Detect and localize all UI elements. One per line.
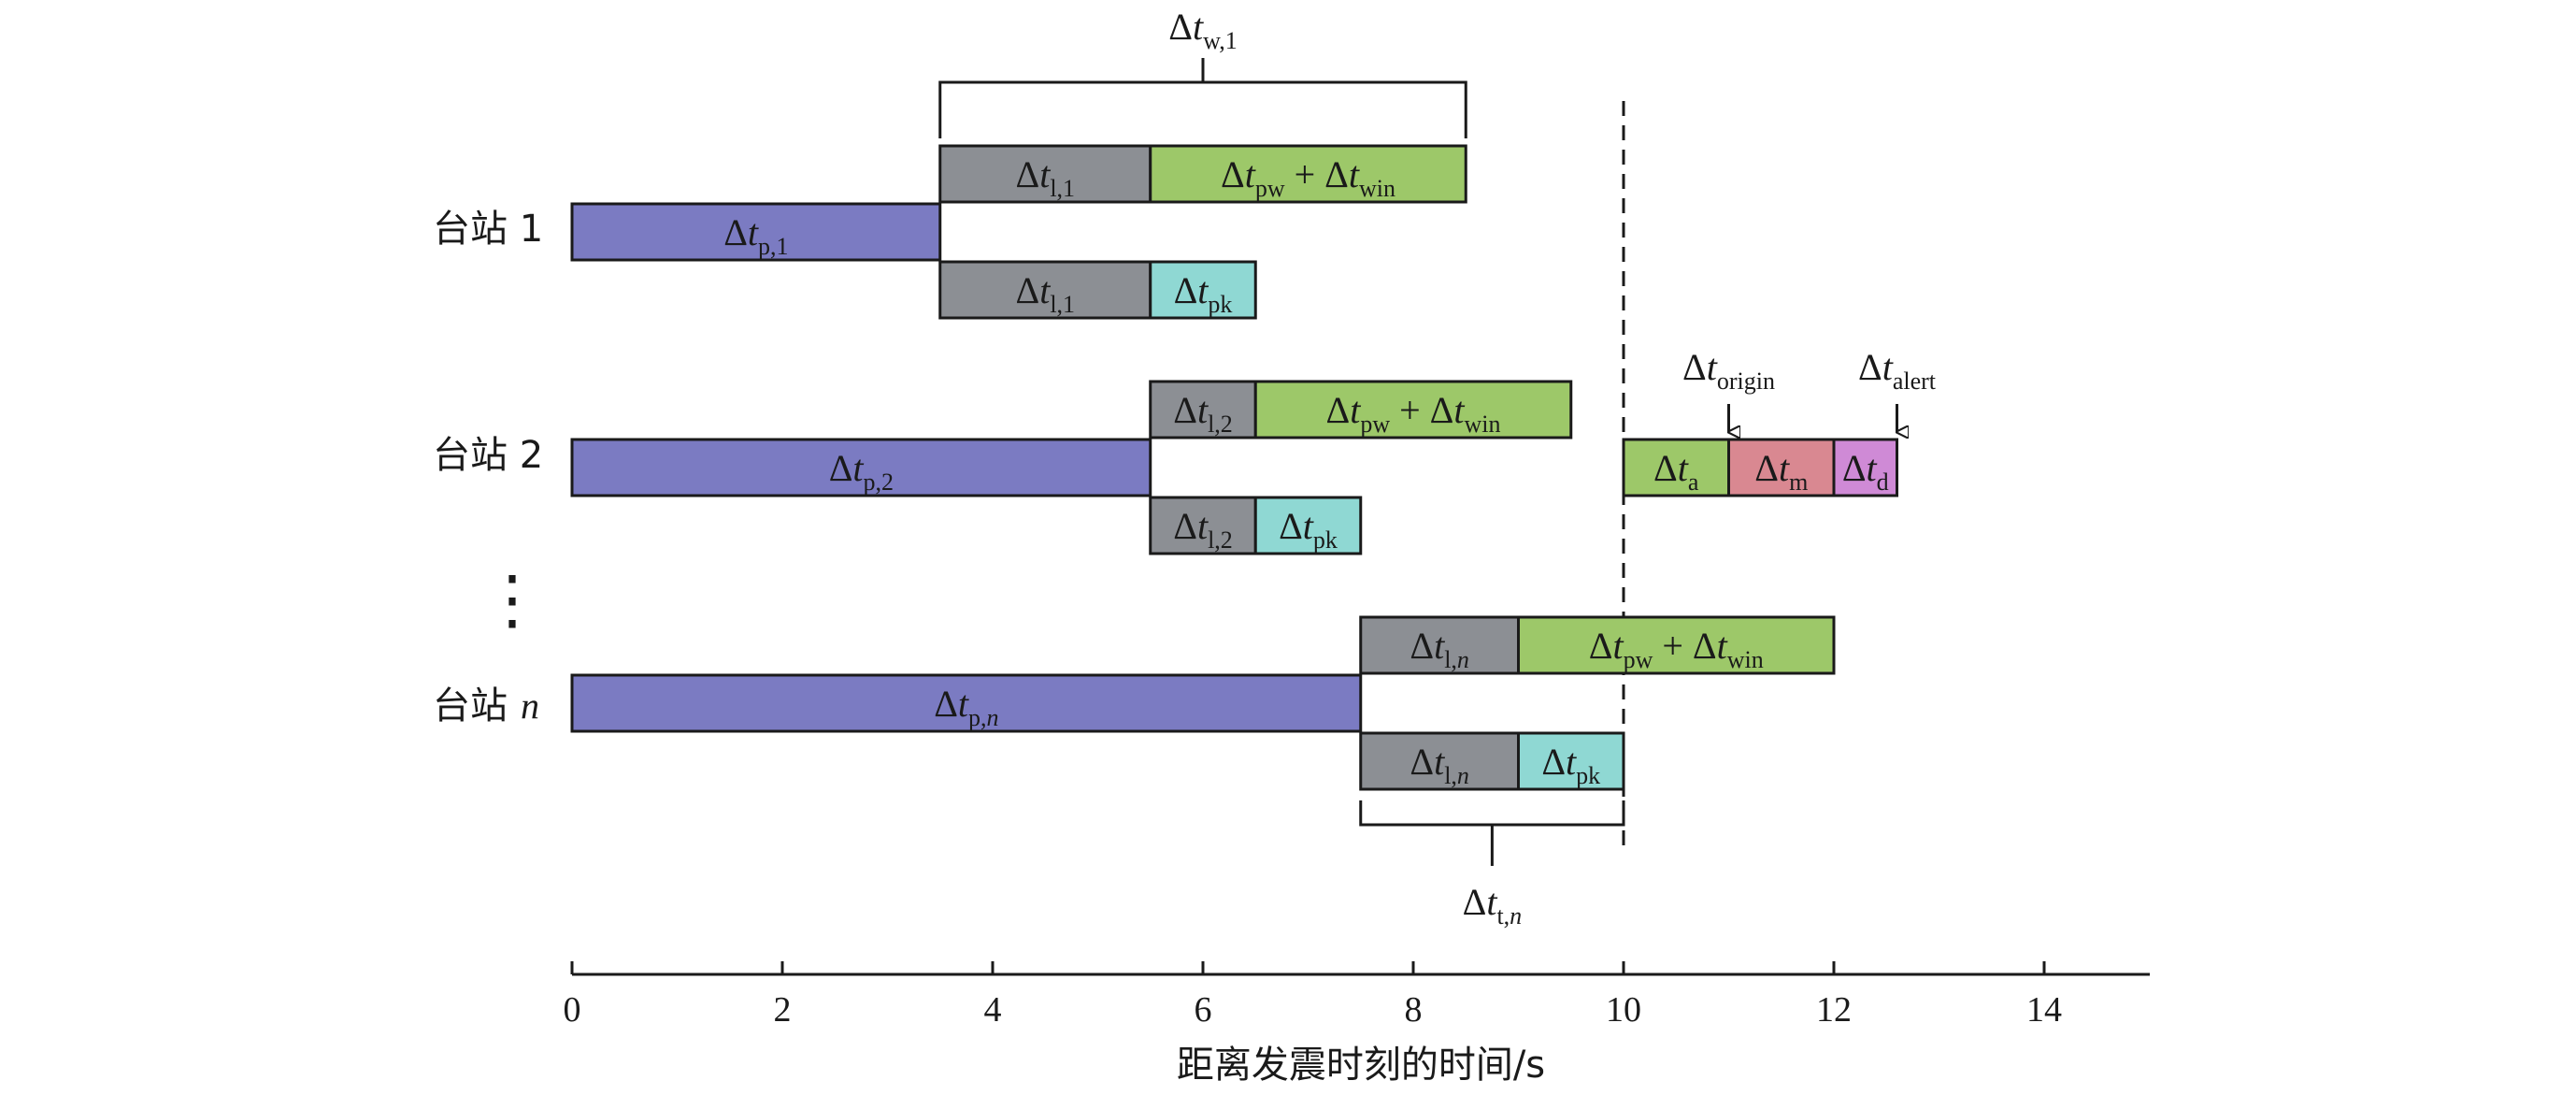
station-label-n-index: n xyxy=(521,684,539,727)
station-label-1: 台站 1 xyxy=(433,208,543,251)
station-label-n-text: 台站 xyxy=(433,684,508,728)
pick-bar xyxy=(1253,496,1363,555)
latency-label-bottom: Δtl,n xyxy=(1410,741,1469,789)
station-label-n: 台站 n xyxy=(433,684,539,728)
latency-label-top: Δtl,n xyxy=(1410,625,1469,673)
pick-bar xyxy=(1517,731,1625,791)
latency-bar-top xyxy=(1359,615,1520,675)
propagation-label: Δtp,1 xyxy=(723,211,788,260)
brace-bottom-label: Δtt,n xyxy=(1463,881,1523,929)
alert-chain: Δta Δtm Δtd Δtorigin Δtalert xyxy=(1622,346,1937,497)
total-time-brace: Δtt,n xyxy=(1359,800,1625,929)
window-brace: Δtw,1 xyxy=(938,6,1467,138)
station-3-bars: Δtp,n Δtl,n Δtpw + Δtwin Δtl,n Δtpk xyxy=(570,615,1836,791)
propagation-label: Δtp,2 xyxy=(829,447,894,496)
alert-segment-m xyxy=(1727,438,1836,497)
axis-tick-label: 6 xyxy=(1195,990,1212,1030)
pick-bar xyxy=(1149,260,1257,320)
axis-tick-label: 12 xyxy=(1816,990,1852,1030)
axis-tick-label: 4 xyxy=(984,990,1002,1030)
latency-label-top: Δtl,1 xyxy=(1015,153,1075,202)
pick-label: Δtpk xyxy=(1279,505,1338,554)
axis-label: 距离发震时刻的时间/s xyxy=(1177,1044,1545,1087)
axis-tick-label: 2 xyxy=(774,990,792,1030)
station-ellipsis: ⋮ xyxy=(479,565,545,637)
propagation-bar xyxy=(570,202,942,262)
station-1-bars: Δtp,1 Δtl,1 Δtpw + Δtwin Δtl,1 Δtpk xyxy=(570,144,1467,320)
brace-top-line xyxy=(938,80,1467,138)
alert-label: Δtalert xyxy=(1858,346,1937,395)
alert-segment-label-a: Δta xyxy=(1653,447,1699,496)
latency-label-bottom: Δtl,2 xyxy=(1173,505,1233,554)
brace-top-label: Δtw,1 xyxy=(1168,6,1237,54)
latency-label-bottom: Δtl,1 xyxy=(1015,269,1075,318)
pick-label: Δtpk xyxy=(1174,269,1233,318)
station-labels: 台站 1 台站 2 台站 n ⋮ xyxy=(433,208,545,728)
alert-segment-d xyxy=(1832,438,1898,497)
pick-label: Δtpk xyxy=(1541,741,1600,789)
alert-segment-label-m: Δtm xyxy=(1754,447,1808,496)
alert-segment-a xyxy=(1622,438,1730,497)
origin-label: Δtorigin xyxy=(1682,346,1775,395)
axis-tick-label: 14 xyxy=(2026,990,2062,1030)
propagation-label: Δtp,n xyxy=(934,683,998,731)
latency-label-top: Δtl,2 xyxy=(1173,389,1233,438)
window-bar xyxy=(1253,380,1573,439)
latency-bar-top xyxy=(1149,380,1257,439)
latency-bar-bottom xyxy=(938,260,1152,320)
window-bar xyxy=(1517,615,1836,675)
axis-tick-label: 0 xyxy=(564,990,581,1030)
time-axis: 0 2 4 6 8 10 12 14 距离发震时刻的时间/s xyxy=(564,961,2150,1087)
axis-ticks: 0 2 4 6 8 10 12 14 xyxy=(564,961,2062,1030)
window-bar xyxy=(1149,144,1467,204)
station-label-2: 台站 2 xyxy=(433,434,543,477)
propagation-bar xyxy=(570,673,1363,733)
window-label: Δtpw + Δtwin xyxy=(1325,389,1500,438)
propagation-bar xyxy=(570,438,1152,497)
station-2-bars: Δtp,2 Δtl,2 Δtpw + Δtwin Δtl,2 Δtpk xyxy=(570,380,1573,555)
brace-bottom-line xyxy=(1359,800,1625,827)
station-bars: Δtp,1 Δtl,1 Δtpw + Δtwin Δtl,1 Δtpk Δtp,2 Δtl,… xyxy=(570,144,1836,791)
latency-bar-bottom xyxy=(1359,731,1520,791)
axis-tick-label: 8 xyxy=(1405,990,1423,1030)
alert-segment-label-d: Δtd xyxy=(1842,447,1889,496)
window-label: Δtpw + Δtwin xyxy=(1589,625,1764,673)
axis-tick-label: 10 xyxy=(1606,990,1641,1030)
window-label: Δtpw + Δtwin xyxy=(1221,153,1395,202)
